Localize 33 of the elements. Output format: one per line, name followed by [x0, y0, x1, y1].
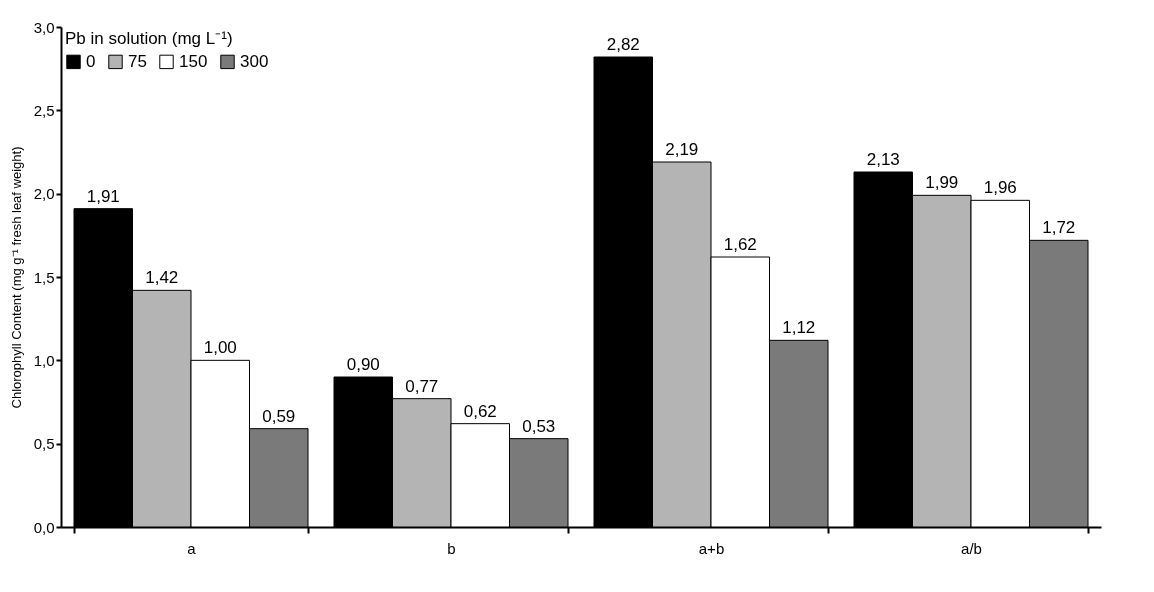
- data-label: 0,77: [405, 376, 439, 396]
- data-label: 2,82: [606, 35, 640, 54]
- x-tick-label: a/b: [961, 539, 982, 557]
- x-tick-label: a+b: [698, 539, 725, 557]
- data-label: 1,00: [203, 338, 237, 358]
- legend-title: Pb in solution (mg L⁻¹): [65, 29, 233, 48]
- y-axis-title: Chlorophyll Content (mg g⁻¹ fresh leaf weight): [8, 146, 24, 409]
- legend-label: 75: [128, 51, 147, 71]
- legend-label: 150: [179, 51, 208, 71]
- legend-label: 0: [86, 51, 96, 71]
- data-label: 0,59: [262, 406, 296, 426]
- data-label: 2,13: [866, 150, 900, 169]
- data-label: 1,12: [782, 318, 816, 338]
- y-tick-label: 3,0: [33, 18, 55, 36]
- data-label: 1,42: [145, 268, 179, 288]
- data-label: 1,91: [86, 186, 120, 206]
- y-tick-label: 1,5: [33, 268, 55, 286]
- y-tick-label: 1,0: [33, 351, 55, 369]
- y-tick-label: 2,5: [33, 101, 55, 119]
- y-tick-label: 0,5: [33, 435, 55, 453]
- x-tick-label: a: [187, 539, 197, 557]
- y-tick-label: 2,0: [33, 185, 55, 203]
- legend-label: 300: [240, 51, 269, 71]
- data-label: 1,62: [723, 235, 757, 254]
- data-label: 2,19: [665, 140, 699, 159]
- data-label: 1,99: [925, 173, 959, 193]
- data-label: 0,62: [463, 401, 497, 421]
- y-tick-label: 0,0: [33, 518, 55, 536]
- data-label: 0,90: [346, 355, 380, 374]
- data-label: 1,96: [983, 178, 1017, 198]
- x-tick-label: b: [447, 539, 456, 557]
- data-label: 1,72: [1042, 218, 1076, 238]
- data-label: 0,53: [522, 416, 556, 436]
